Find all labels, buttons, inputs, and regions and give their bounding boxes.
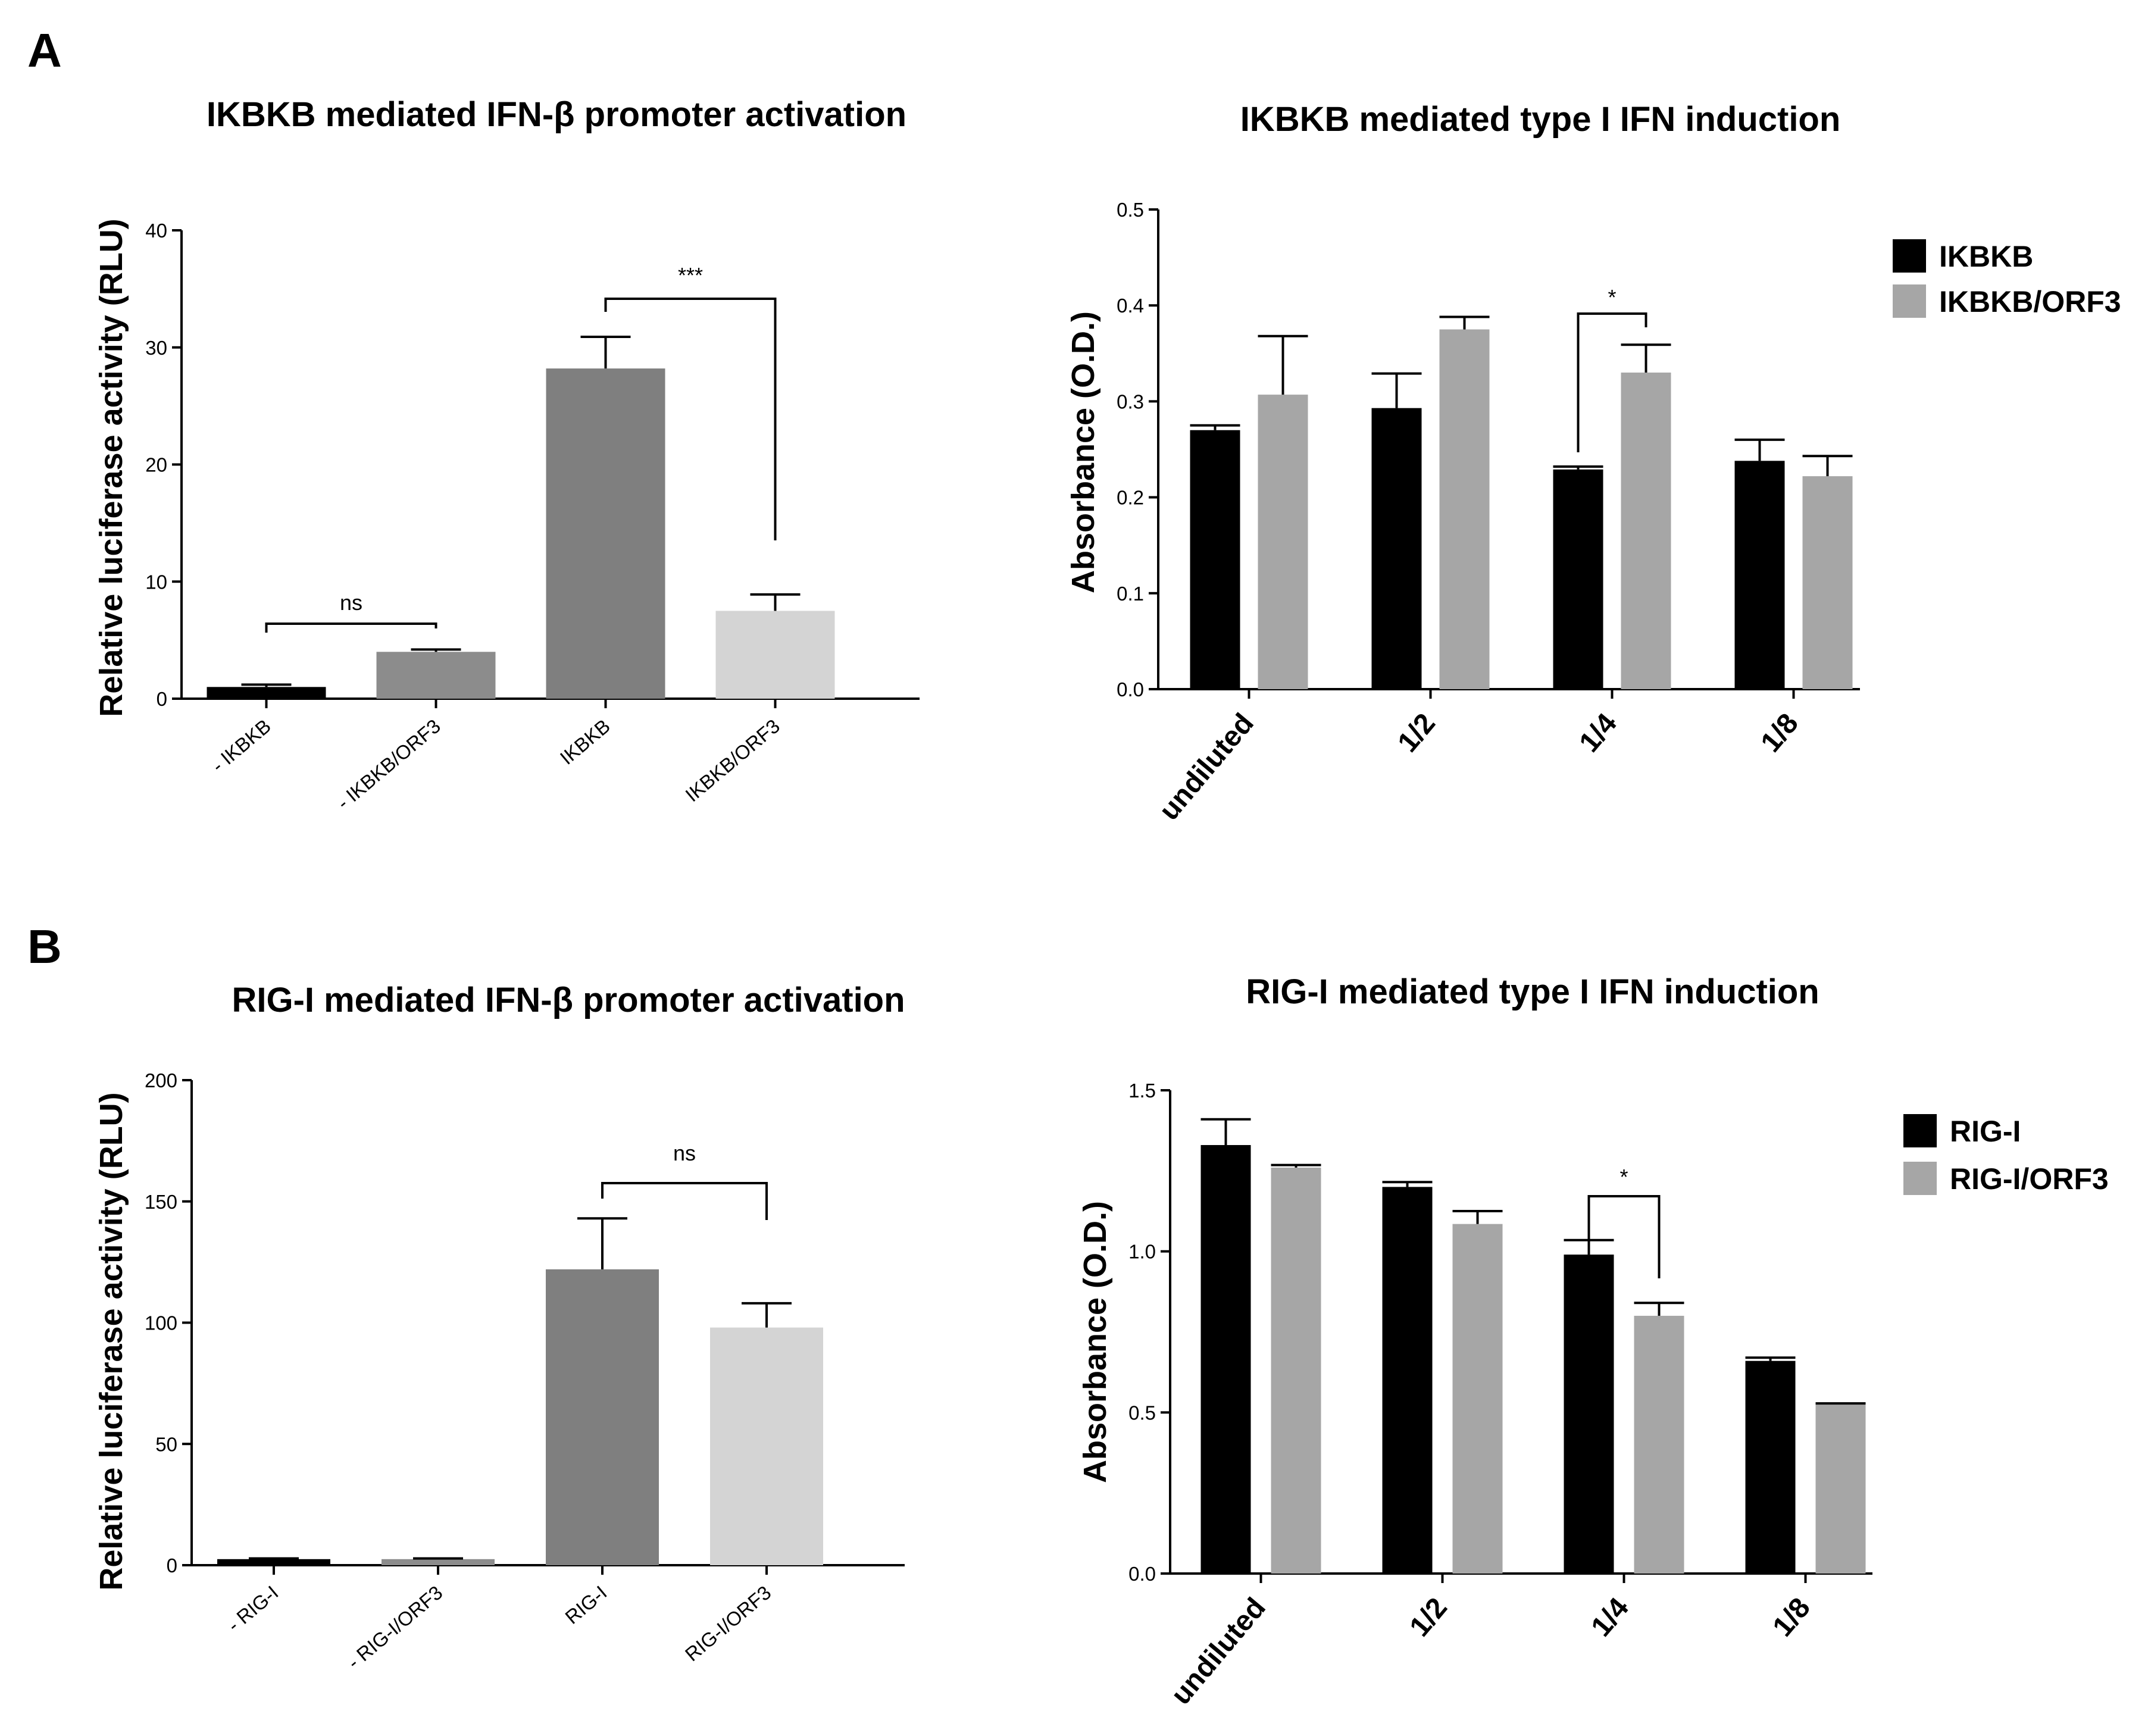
- data-bar: [715, 611, 835, 699]
- series-0-bar: [1200, 1145, 1251, 1574]
- series-1-bar: [1439, 329, 1490, 689]
- y-tick-label: 0: [167, 1554, 177, 1577]
- series-1-bar: [1258, 395, 1308, 689]
- significance-bracket: [1577, 312, 1647, 452]
- chart-title: RIG-I mediated IFN-β promoter activation: [232, 981, 905, 1019]
- data-bar: [710, 1327, 823, 1565]
- significance-label: ns: [340, 590, 362, 615]
- data-bar: [546, 1269, 659, 1565]
- legend-label: IKBKB: [1939, 240, 2033, 273]
- significance-bracket: [265, 623, 437, 633]
- significance-label: *: [1619, 1165, 1628, 1189]
- significance-label: *: [1608, 285, 1616, 309]
- y-tick-label: 1.0: [1128, 1241, 1156, 1263]
- series-1-bar: [1452, 1224, 1503, 1574]
- legend-swatch: [1903, 1114, 1937, 1147]
- series-0-bar: [1553, 469, 1603, 689]
- data-bar: [217, 1559, 330, 1565]
- significance-label: ns: [673, 1141, 696, 1165]
- chart-rigi-promoter: RIG-I mediated IFN-β promoter activation…: [93, 981, 905, 1673]
- y-axis-label: Relative luciferase activity (RLU): [93, 1092, 129, 1590]
- legend-label: RIG-I/ORF3: [1950, 1162, 2109, 1196]
- chart-title: IKBKB mediated type I IFN induction: [1240, 100, 1841, 139]
- y-tick-label: 40: [145, 220, 167, 242]
- data-bar: [376, 652, 496, 699]
- significance-label: ***: [678, 263, 703, 287]
- series-0-bar: [1564, 1255, 1614, 1574]
- legend-label: IKBKB/ORF3: [1939, 285, 2121, 318]
- chart-title: IKBKB mediated IFN-β promoter activation: [207, 95, 906, 134]
- series-1-bar: [1621, 373, 1671, 689]
- y-tick-label: 100: [145, 1312, 177, 1334]
- y-tick-label: 0.5: [1117, 199, 1144, 221]
- series-0-bar: [1734, 461, 1785, 689]
- legend-swatch: [1903, 1162, 1937, 1195]
- panel-letter-b: B: [27, 920, 62, 973]
- y-tick-label: 30: [145, 337, 167, 359]
- y-axis-label: Absorbance (O.D.): [1065, 311, 1101, 593]
- y-tick-label: 0.0: [1117, 678, 1144, 700]
- y-tick-label: 50: [155, 1433, 177, 1455]
- panel-letter-a: A: [27, 24, 62, 77]
- y-tick-label: 150: [145, 1191, 177, 1213]
- series-1-bar: [1271, 1167, 1321, 1574]
- y-tick-label: 0.5: [1128, 1402, 1156, 1424]
- series-0-bar: [1382, 1187, 1433, 1574]
- y-tick-label: 0.1: [1117, 583, 1144, 605]
- y-tick-label: 200: [145, 1069, 177, 1091]
- series-1-bar: [1815, 1404, 1866, 1574]
- series-0-bar: [1190, 430, 1240, 689]
- significance-bracket: [601, 1182, 768, 1220]
- y-axis-label: Relative luciferase activity (RLU): [93, 218, 129, 717]
- y-tick-label: 0.3: [1117, 390, 1144, 412]
- series-1-bar: [1802, 476, 1853, 689]
- series-1-bar: [1634, 1315, 1684, 1574]
- data-bar: [382, 1559, 495, 1565]
- y-tick-label: 20: [145, 454, 167, 476]
- legend-swatch: [1893, 284, 1926, 318]
- data-bar: [207, 687, 326, 699]
- y-tick-label: 0.4: [1117, 295, 1144, 317]
- data-bar: [546, 368, 665, 699]
- legend-swatch: [1893, 239, 1926, 273]
- legend-label: RIG-I: [1950, 1115, 2021, 1148]
- y-axis-label: Absorbance (O.D.): [1077, 1201, 1113, 1483]
- y-tick-label: 0: [157, 688, 167, 710]
- significance-bracket: [1587, 1195, 1661, 1278]
- y-tick-label: 0.2: [1117, 487, 1144, 509]
- significance-bracket: [604, 298, 777, 540]
- chart-rigi-ifn-induction: RIG-I mediated type I IFN induction Abso…: [1077, 972, 2109, 1711]
- chart-title: RIG-I mediated type I IFN induction: [1246, 972, 1819, 1011]
- series-0-bar: [1745, 1360, 1796, 1574]
- y-tick-label: 10: [145, 571, 167, 593]
- series-0-bar: [1371, 408, 1422, 689]
- y-tick-label: 1.5: [1128, 1080, 1156, 1102]
- y-tick-label: 0.0: [1128, 1563, 1156, 1585]
